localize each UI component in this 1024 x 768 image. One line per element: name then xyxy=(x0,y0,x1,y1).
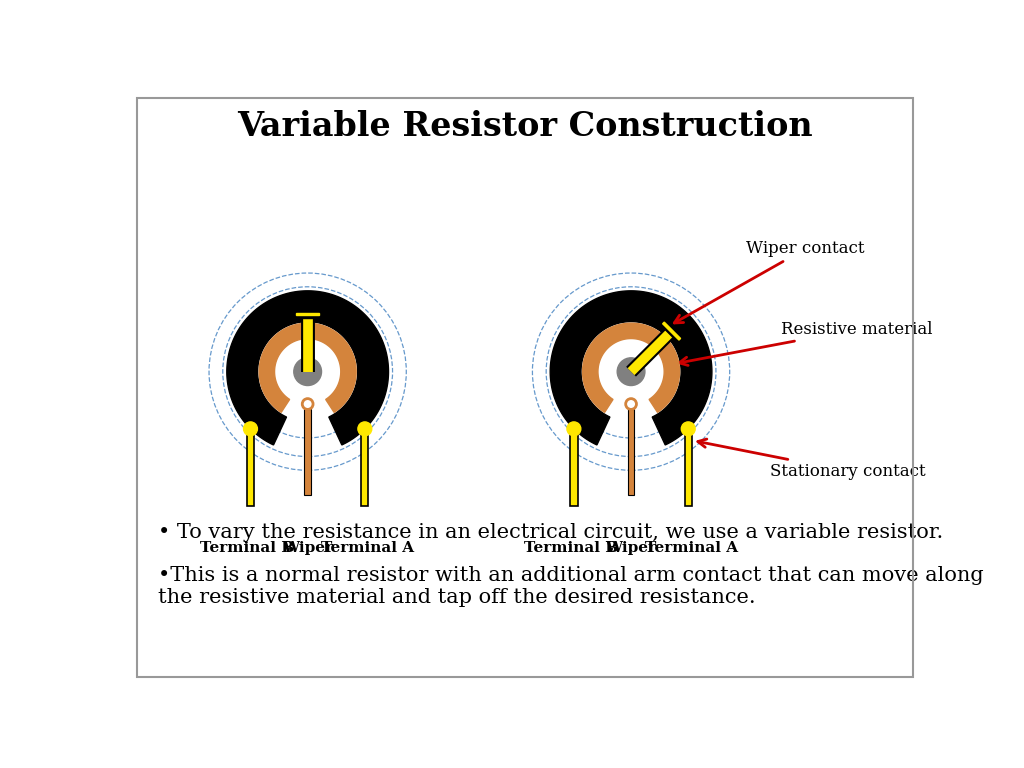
Polygon shape xyxy=(294,311,322,318)
Circle shape xyxy=(567,422,581,435)
Polygon shape xyxy=(259,323,356,412)
Text: Stationary contact: Stationary contact xyxy=(697,439,926,480)
Text: Terminal A: Terminal A xyxy=(322,541,415,555)
Text: Variable Resistor Construction: Variable Resistor Construction xyxy=(237,110,813,143)
Text: Wiper: Wiper xyxy=(283,541,333,555)
Text: Terminal A: Terminal A xyxy=(644,541,737,555)
Polygon shape xyxy=(296,313,319,316)
Text: • To vary the resistance in an electrical circuit, we use a variable resistor.: • To vary the resistance in an electrica… xyxy=(158,523,943,542)
Circle shape xyxy=(617,358,645,386)
Circle shape xyxy=(244,422,257,435)
Text: Terminal B: Terminal B xyxy=(201,541,295,555)
FancyBboxPatch shape xyxy=(685,432,692,506)
Polygon shape xyxy=(226,291,388,445)
Circle shape xyxy=(681,422,695,435)
FancyBboxPatch shape xyxy=(247,432,254,506)
Circle shape xyxy=(626,399,637,409)
Text: Terminal B: Terminal B xyxy=(524,541,618,555)
Circle shape xyxy=(294,358,322,386)
FancyBboxPatch shape xyxy=(570,432,578,506)
Circle shape xyxy=(302,399,313,409)
FancyBboxPatch shape xyxy=(361,432,369,506)
Text: Resistive material: Resistive material xyxy=(679,321,933,366)
Polygon shape xyxy=(583,323,680,412)
Polygon shape xyxy=(663,322,681,340)
Polygon shape xyxy=(659,319,684,343)
Polygon shape xyxy=(550,291,712,445)
Text: •This is a normal resistor with an additional arm contact that can move along
th: •This is a normal resistor with an addit… xyxy=(158,567,983,607)
Text: Wiper contact: Wiper contact xyxy=(674,240,864,323)
FancyBboxPatch shape xyxy=(628,409,634,495)
Text: Wiper: Wiper xyxy=(605,541,656,555)
FancyBboxPatch shape xyxy=(304,409,311,495)
Circle shape xyxy=(358,422,372,435)
